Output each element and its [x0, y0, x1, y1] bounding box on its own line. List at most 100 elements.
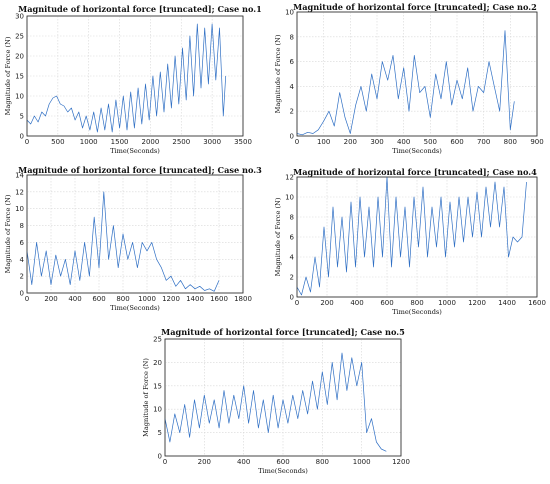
y-axis-label: Magnitude of Force (N) — [274, 34, 282, 113]
y-axis-label: Magnitude of Force (N) — [142, 358, 150, 437]
x-tick-label: 500 — [424, 138, 437, 146]
x-tick-label: 3500 — [234, 138, 252, 146]
y-tick-label: 10 — [15, 205, 24, 213]
plot-area — [26, 174, 244, 294]
x-tick-label: 200 — [320, 299, 333, 307]
x-tick-label: 1500 — [111, 138, 129, 146]
y-tick-label: 5 — [158, 429, 162, 437]
y-tick-label: 8 — [290, 214, 294, 222]
x-tick-label: 400 — [68, 295, 81, 303]
plot-border — [26, 15, 244, 137]
y-tick-label: 2 — [290, 274, 294, 282]
x-tick-label: 1000 — [438, 299, 456, 307]
x-tick-label: 200 — [198, 458, 211, 466]
force-series-line — [296, 176, 527, 296]
plot-border — [164, 338, 402, 457]
y-tick-label: 0 — [158, 453, 162, 461]
panel-3: 0 200 400 600 800 1000 1200 1400 1600 1800 0 2 4 6 8 10… — [4, 165, 262, 312]
x-tick-label: 2500 — [172, 138, 190, 146]
y-tick-label: 5 — [20, 113, 24, 121]
x-tick-label: 900 — [530, 138, 543, 146]
x-tick-label: 0 — [25, 295, 29, 303]
chart-title: Magnitude of horizontal force [truncated… — [18, 4, 262, 14]
x-tick-label: 400 — [350, 299, 363, 307]
chart-title: Magnitude of horizontal force [truncated… — [293, 2, 537, 12]
y-tick-label: 14 — [15, 172, 24, 180]
x-tick-label: 1400 — [186, 295, 204, 303]
y-tick-label: 4 — [20, 256, 25, 264]
chart-title: Magnitude of horizontal force [truncated… — [293, 167, 537, 177]
y-tick-label: 0 — [20, 290, 24, 298]
y-axis-label: Magnitude of Force (N) — [274, 197, 282, 276]
chart-title: Magnitude of horizontal force [truncated… — [18, 165, 262, 175]
y-tick-label: 8 — [20, 222, 24, 230]
x-tick-label: 600 — [380, 299, 393, 307]
x-tick-label: 100 — [317, 138, 330, 146]
x-tick-label: 1200 — [468, 299, 486, 307]
x-tick-label: 800 — [316, 458, 329, 466]
y-tick-label: 10 — [285, 194, 294, 202]
chart-title: Magnitude of horizontal force [truncated… — [161, 327, 405, 337]
x-axis-label: Time(Seconds) — [258, 467, 308, 475]
x-tick-label: 1400 — [498, 299, 516, 307]
force-series-line — [296, 30, 515, 136]
y-tick-label: 10 — [15, 93, 24, 101]
x-tick-label: 0 — [163, 458, 167, 466]
panel-4: 0 200 400 600 800 1000 1200 1400 1600024681012Ma… — [274, 167, 546, 316]
x-tick-label: 0 — [295, 299, 299, 307]
x-tick-label: 0 — [25, 138, 29, 146]
y-tick-label: 2 — [20, 273, 24, 281]
x-tick-label: 1000 — [138, 295, 156, 303]
plot-border — [296, 176, 538, 298]
y-tick-label: 10 — [153, 406, 162, 414]
x-tick-label: 600 — [450, 138, 463, 146]
x-tick-label: 600 — [92, 295, 105, 303]
x-tick-label: 800 — [504, 138, 517, 146]
y-tick-label: 6 — [20, 239, 25, 247]
x-tick-label: 200 — [44, 295, 57, 303]
y-tick-label: 15 — [15, 73, 24, 81]
x-tick-label: 300 — [370, 138, 383, 146]
force-series-line — [26, 23, 227, 133]
plot-border — [26, 174, 244, 294]
y-tick-label: 0 — [290, 294, 294, 302]
y-tick-label: 20 — [153, 359, 162, 367]
x-tick-label: 1000 — [353, 458, 371, 466]
y-tick-label: 30 — [15, 13, 24, 21]
force-series-line — [26, 191, 220, 292]
x-tick-label: 500 — [51, 138, 64, 146]
x-tick-label: 800 — [116, 295, 129, 303]
panel-1: 0 500 1000 1500 2000 2500 3000 3500 0 5 10 15 20 25 30… — [4, 4, 262, 155]
x-tick-label: 600 — [276, 458, 289, 466]
y-tick-label: 25 — [15, 33, 24, 41]
y-axis-label: Magnitude of Force (N) — [4, 194, 12, 273]
x-tick-label: 1600 — [210, 295, 228, 303]
y-tick-label: 20 — [15, 53, 24, 61]
y-tick-label: 4 — [290, 83, 295, 91]
y-tick-label: 8 — [290, 33, 294, 41]
x-tick-label: 1200 — [162, 295, 180, 303]
x-axis-label: Time(Seconds) — [110, 304, 160, 312]
y-tick-label: 6 — [290, 58, 295, 66]
plot-border — [296, 11, 538, 137]
y-tick-label: 12 — [15, 188, 24, 196]
x-tick-label: 3000 — [203, 138, 221, 146]
y-axis-label: Magnitude of Force (N) — [4, 36, 12, 115]
y-tick-label: 6 — [290, 234, 295, 242]
y-tick-label: 0 — [290, 133, 294, 141]
y-tick-label: 4 — [290, 254, 295, 262]
x-tick-label: 0 — [295, 138, 299, 146]
x-tick-label: 2000 — [142, 138, 160, 146]
y-tick-label: 0 — [20, 133, 24, 141]
x-tick-label: 1600 — [528, 299, 546, 307]
x-tick-label: 700 — [477, 138, 490, 146]
x-tick-label: 400 — [397, 138, 410, 146]
x-tick-label: 800 — [410, 299, 423, 307]
panel-2: 0 100 200 300 400 500 600 700 800 9000246810Magni… — [274, 2, 544, 155]
x-tick-label: 200 — [344, 138, 357, 146]
x-axis-label: Time(Seconds) — [110, 147, 160, 155]
y-tick-label: 12 — [285, 174, 294, 182]
y-tick-label: 2 — [290, 108, 294, 116]
